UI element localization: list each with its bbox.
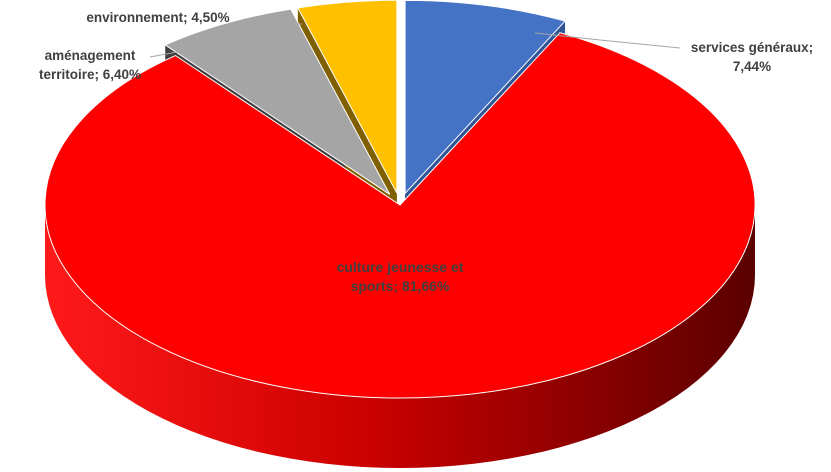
pie-slice-culture-jeunesse-sports xyxy=(44,32,756,399)
data-label-culture-jeunesse-sports-line2: sports; 81,66% xyxy=(351,278,450,294)
leader-line-services-generaux xyxy=(534,32,681,49)
data-label-environnement: environnement; 4,50% xyxy=(86,10,229,25)
data-label-culture-jeunesse-sports-line1: culture jeunesse et xyxy=(337,259,464,275)
data-label-services-generaux: services généraux; 7,44% xyxy=(691,40,813,74)
data-label-environnement-line1: environnement; 4,50% xyxy=(86,10,229,25)
pie-slice-amenagement-territoire xyxy=(164,8,391,195)
pie-slice-environnement xyxy=(297,0,398,194)
data-label-amenagement-territoire: aménagement territoire; 6,40% xyxy=(39,48,141,82)
data-label-amenagement-territoire-line2: territoire; 6,40% xyxy=(39,67,141,82)
data-labels: services généraux; 7,44% culture jeunesse … xyxy=(39,10,813,294)
pie-tops xyxy=(44,0,756,399)
slice-wall-culture-jeunesse-sports xyxy=(45,205,755,468)
data-label-culture-jeunesse-sports: culture jeunesse et sports; 81,66% xyxy=(337,259,464,294)
data-label-services-generaux-line2: 7,44% xyxy=(733,59,771,74)
data-label-amenagement-territoire-line1: aménagement xyxy=(45,48,136,63)
leader-line-amenagement-territoire xyxy=(149,49,189,58)
leader-lines xyxy=(149,23,681,58)
data-label-services-generaux-line1: services généraux; xyxy=(691,40,813,55)
pie-slice-services-generaux xyxy=(404,0,566,195)
